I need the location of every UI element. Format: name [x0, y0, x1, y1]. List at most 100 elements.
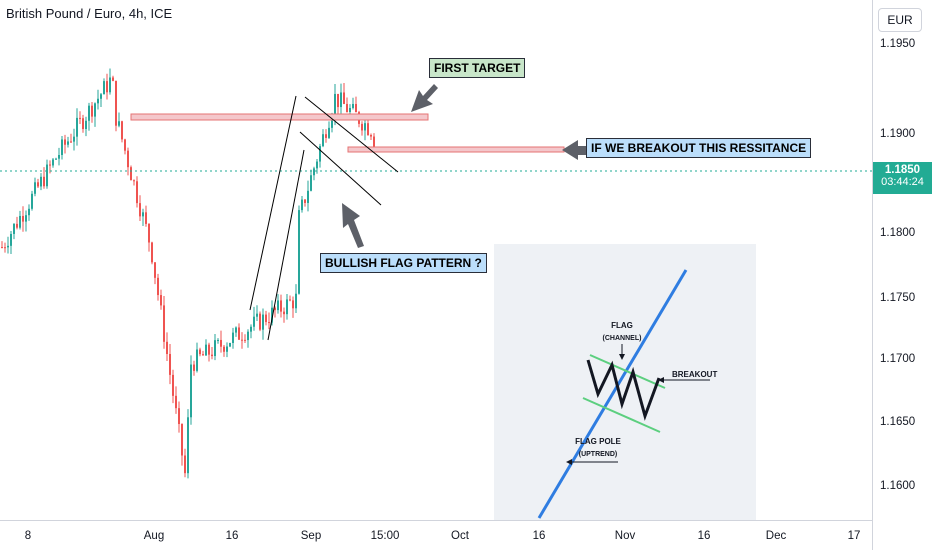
candle-body [172, 374, 174, 396]
candle-body [205, 344, 207, 356]
candle-body [19, 215, 21, 228]
price-tick: 1.1800 [880, 227, 916, 239]
candle-body [22, 215, 24, 222]
candle-body [58, 154, 60, 159]
candle-body [280, 300, 282, 312]
candle-body [247, 331, 249, 341]
time-tick: Oct [451, 530, 469, 542]
candle-body [160, 295, 162, 306]
time-tick: 15:00 [370, 530, 400, 542]
candle-body [121, 121, 123, 140]
candle-body [310, 175, 312, 191]
candle-body [49, 164, 51, 166]
candle-body [202, 354, 204, 356]
candle-body [331, 116, 333, 128]
candle-body [166, 341, 168, 354]
candle-body [64, 139, 66, 145]
currency-button[interactable]: EUR [878, 8, 922, 32]
candle-body [70, 141, 72, 143]
candle-body [46, 164, 48, 187]
price-tick: 1.1600 [880, 480, 916, 492]
candle-body [76, 117, 78, 137]
candle-body [226, 346, 228, 352]
candle-body [283, 311, 285, 315]
breakout-label[interactable]: IF WE BREAKOUT THIS RESSITANCE [586, 138, 812, 158]
candle-body [259, 313, 261, 330]
candle-body [103, 81, 105, 95]
resistance-zone[interactable] [347, 146, 565, 153]
candle-body [262, 314, 264, 330]
candle-body [136, 181, 138, 204]
candle-body [214, 340, 216, 357]
candle-body [295, 293, 297, 309]
candle-body [133, 180, 135, 182]
candle-body [16, 223, 18, 228]
arrow-first-target [411, 84, 438, 112]
inset-flag-zigzag [586, 359, 661, 421]
candle-body [274, 307, 276, 311]
candle-body [163, 305, 165, 342]
candle-body [199, 349, 201, 355]
candle-body [361, 123, 363, 131]
time-tick: 16 [697, 530, 711, 542]
candle-body [337, 93, 339, 108]
flag-channel-upper[interactable] [304, 96, 399, 173]
time-axis[interactable] [0, 520, 872, 551]
candle-body [286, 299, 288, 315]
candle-body [127, 150, 129, 168]
candle-body [193, 364, 195, 371]
last-price-value: 1.1850 [884, 164, 921, 176]
price-tick: 1.1650 [880, 416, 916, 428]
time-tick: Sep [300, 530, 322, 542]
first-target-label[interactable]: FIRST TARGET [429, 58, 526, 78]
candle-body [187, 417, 189, 474]
time-tick: 8 [24, 530, 32, 542]
flag-channel-lower[interactable] [299, 131, 382, 206]
candle-body [151, 242, 153, 263]
time-tick: 17 [847, 530, 861, 542]
candle-body [61, 139, 63, 155]
pole-line-left[interactable] [249, 95, 297, 311]
candle-body [334, 93, 336, 117]
candle-body [25, 215, 27, 222]
candle-body [319, 146, 321, 162]
candle-body [241, 339, 243, 341]
candle-body [181, 424, 183, 456]
candle-body [67, 141, 69, 145]
pole-line-right[interactable] [267, 149, 305, 341]
candle-body [346, 103, 348, 112]
candle-body [343, 92, 345, 104]
price-tick: 1.1950 [880, 38, 916, 50]
candle-body [373, 136, 375, 152]
price-axis[interactable] [872, 0, 932, 550]
candle-body [307, 190, 309, 203]
inset-channel-lower [582, 397, 661, 433]
candle-body [250, 326, 252, 332]
inset-uptrend-label: (UPTREND) [579, 451, 618, 458]
candle-body [370, 135, 372, 137]
candle-body [304, 199, 306, 203]
time-tick: 16 [532, 530, 546, 542]
inset-pole-label: FLAG POLE [575, 437, 621, 446]
candle-body [1, 247, 3, 248]
candle-body [157, 277, 159, 296]
candle-body [217, 339, 219, 341]
candle-body [142, 212, 144, 217]
inset-channel-upper [589, 354, 666, 389]
candle-body [190, 364, 192, 418]
candle-body [124, 139, 126, 151]
candle-body [220, 339, 222, 347]
flag-inset: FLAG (CHANNEL) BREAKOUT FLAG POLE (UPTRE… [494, 244, 756, 520]
flag-pattern-label[interactable]: BULLISH FLAG PATTERN ? [320, 253, 487, 273]
price-chart[interactable]: FLAG (CHANNEL) BREAKOUT FLAG POLE (UPTRE… [0, 0, 872, 520]
time-tick: Dec [765, 530, 787, 542]
candle-body [115, 80, 117, 126]
candle-body [73, 136, 75, 142]
chart-area[interactable]: FLAG (CHANNEL) BREAKOUT FLAG POLE (UPTRE… [0, 0, 872, 520]
time-tick: 16 [225, 530, 239, 542]
candle-body [28, 208, 30, 216]
inset-flag-label: FLAG [611, 321, 633, 330]
first-target-zone[interactable] [130, 113, 429, 121]
candle-body [340, 92, 342, 108]
candle-body [268, 322, 270, 324]
